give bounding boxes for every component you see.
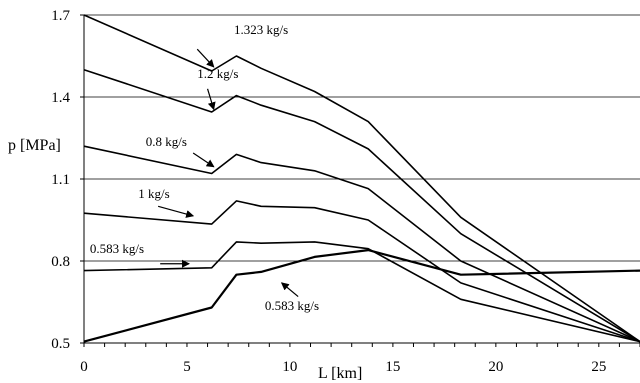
- y-tick-label: 1.4: [51, 90, 70, 106]
- annotation-arrow: [206, 88, 216, 111]
- series-annotation: 0.583 kg/s: [265, 298, 319, 313]
- x-tick-label: 0: [80, 359, 88, 375]
- series-lines: [83, 14, 640, 343]
- y-tick-label: 1.7: [51, 8, 70, 24]
- series-line: [83, 68, 640, 343]
- series-annotation: 1 kg/s: [138, 186, 169, 201]
- series-line: [83, 14, 640, 343]
- series-line: [83, 241, 640, 343]
- x-tick-label: 15: [385, 359, 400, 375]
- series-line: [83, 145, 640, 343]
- annotations: 1.323 kg/s 1.2 kg/s 0.8 kg/s 1 kg/s 0.583 kg…: [90, 22, 319, 313]
- series-annotation: 1.323 kg/s: [234, 22, 288, 37]
- annotation-arrow: [196, 48, 215, 68]
- tick-labels: 0.5 0.8 1.1 1.4 1.7 0 5 10 15 20 25: [51, 8, 606, 375]
- y-tick-label: 0.8: [51, 254, 70, 270]
- x-tick-label: 10: [282, 359, 297, 375]
- series-annotation: 1.2 kg/s: [197, 66, 238, 81]
- x-tick-label: 25: [591, 359, 606, 375]
- series-line: [83, 249, 640, 343]
- y-axis-label: p [MPa]: [8, 137, 61, 154]
- annotation-arrow: [157, 205, 195, 218]
- gridlines: [84, 14, 640, 344]
- x-tick-label: 5: [183, 359, 191, 375]
- y-tick-label: 1.1: [51, 172, 70, 188]
- x-axis-label: L [km]: [318, 365, 362, 382]
- annotation-arrow: [280, 282, 299, 297]
- y-tick-label: 0.5: [51, 336, 70, 352]
- series-annotation: 0.8 kg/s: [146, 134, 187, 149]
- annotation-arrow: [192, 152, 215, 168]
- series-line: [83, 200, 640, 343]
- series-annotation: 0.583 kg/s: [90, 241, 144, 256]
- axes: [80, 14, 640, 347]
- x-tick-label: 20: [488, 359, 503, 375]
